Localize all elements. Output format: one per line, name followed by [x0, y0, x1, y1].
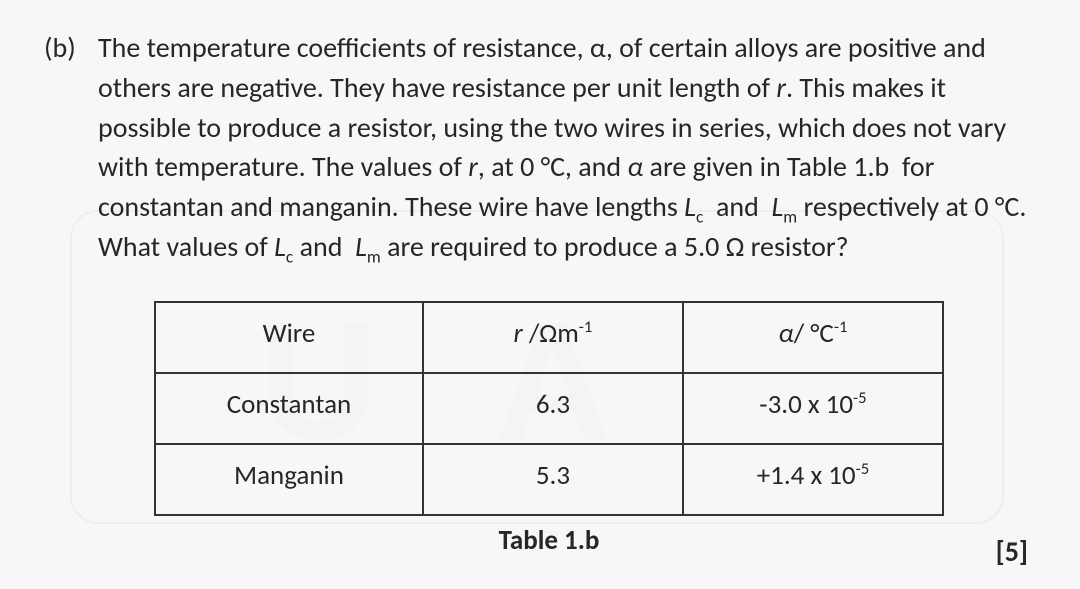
header-r: r /Ωm-1: [423, 302, 683, 373]
question-text: The temperature coefficients of resistan…: [98, 28, 1036, 267]
question-block: (b) The temperature coefficients of resi…: [44, 28, 1036, 267]
table-row: Manganin 5.3 +1.4 x 10-5: [155, 444, 943, 515]
table-caption: Table 1.b: [154, 524, 944, 557]
data-table: Wire r /Ωm-1 α/ °C-1 Constantan 6.3 -3.0…: [154, 301, 944, 516]
header-alpha: α/ °C-1: [683, 302, 943, 373]
header-wire: Wire: [155, 302, 423, 373]
table-header-row: Wire r /Ωm-1 α/ °C-1: [155, 302, 943, 373]
cell-r: 6.3: [423, 373, 683, 444]
cell-alpha: +1.4 x 10-5: [683, 444, 943, 515]
cell-wire: Constantan: [155, 373, 423, 444]
marks-label: [5]: [996, 534, 1028, 569]
table-row: Constantan 6.3 -3.0 x 10-5: [155, 373, 943, 444]
exam-question-page: U A (b) The temperature coefficients of …: [0, 0, 1080, 589]
cell-r: 5.3: [423, 444, 683, 515]
cell-wire: Manganin: [155, 444, 423, 515]
data-table-wrap: Wire r /Ωm-1 α/ °C-1 Constantan 6.3 -3.0…: [154, 301, 944, 557]
question-label: (b): [44, 28, 92, 68]
cell-alpha: -3.0 x 10-5: [683, 373, 943, 444]
